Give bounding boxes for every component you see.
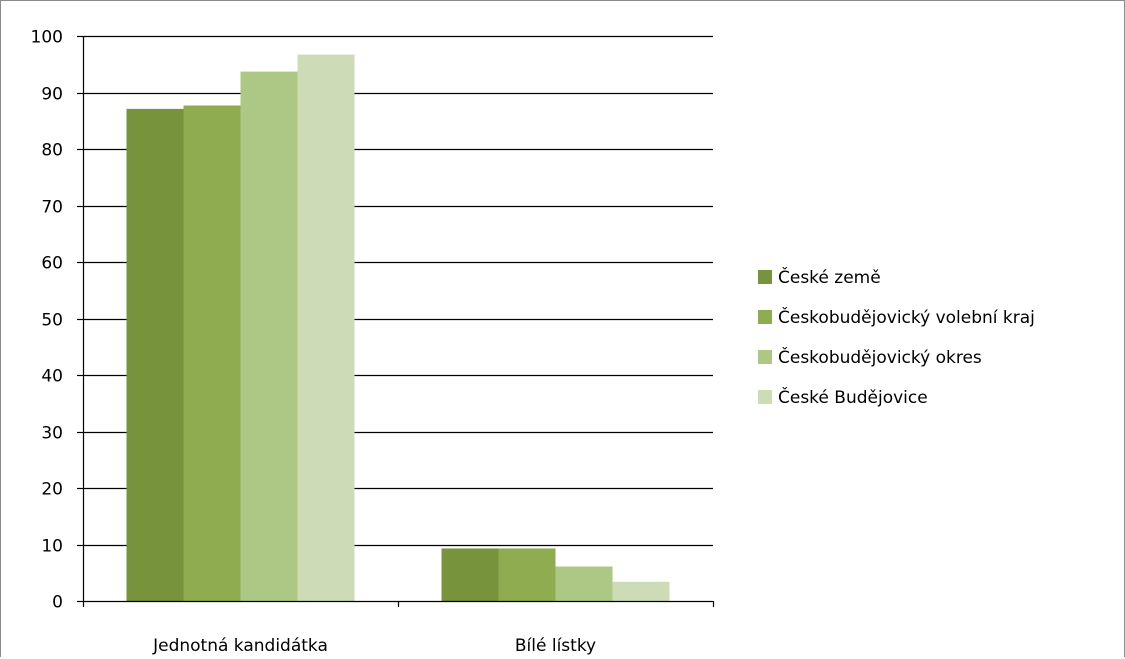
bar [297,54,355,601]
legend-swatch [758,390,772,404]
y-tick-label: 20 [41,480,63,500]
legend-swatch [758,350,772,364]
bar [555,566,613,601]
y-tick-label: 60 [41,254,63,274]
x-category-label: Jednotná kandidátka [152,636,328,656]
legend-swatch [758,310,772,324]
legend-label: Českobudějovický volební kraj [778,306,1035,328]
y-tick-label: 40 [41,367,63,387]
legend-swatch [758,270,772,284]
bar [441,548,499,601]
bar [240,71,298,602]
legend-label: České Budějovice [778,386,928,408]
bar [126,108,184,601]
y-tick-label: 80 [41,141,63,161]
y-tick-label: 50 [41,311,63,331]
legend-label: České země [778,266,881,288]
bar [498,548,556,601]
bars [126,54,670,602]
y-tick-label: 0 [52,593,63,613]
y-tick-label: 70 [41,198,63,218]
y-tick-label: 90 [41,85,63,105]
legend-label: Českobudějovický okres [778,346,982,368]
axes [82,36,715,607]
bar [183,105,241,602]
y-tick-label: 10 [41,537,63,557]
y-axis-ticks: 0 10 20 30 40 50 60 70 80 90 100 [31,28,83,613]
legend: České země Českobudějovický volební kraj Č… [758,266,1035,408]
bar [612,581,670,601]
x-category-label: Bílé lístky [515,636,596,656]
x-axis-labels: Jednotná kandidátka Bílé lístky [152,636,596,656]
y-tick-label: 100 [31,28,63,48]
y-tick-label: 30 [41,424,63,444]
